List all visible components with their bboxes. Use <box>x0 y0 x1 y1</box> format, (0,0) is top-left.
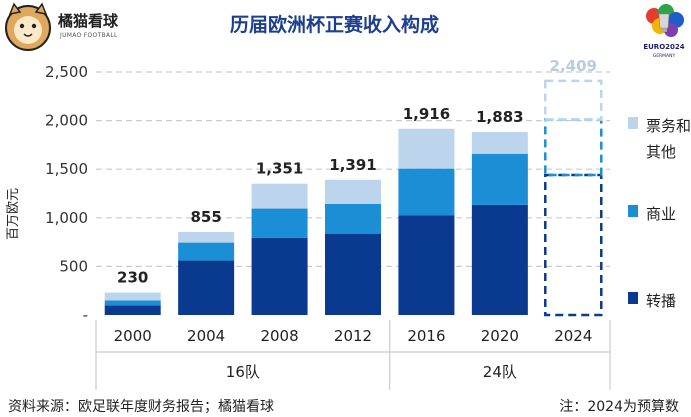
euro-logo-line2: GERMANY <box>653 53 676 59</box>
brand-name: 橘猫看球 <box>58 12 119 30</box>
footer-source: 资料来源：欧足联年度财务报告；橘猫看球 <box>8 399 274 415</box>
euro-logo-line1: EURO2024 <box>643 43 684 51</box>
bar-total-label: 1,916 <box>403 105 450 123</box>
x-tick-label: 2020 <box>481 327 519 345</box>
euro2024-logo: EURO2024 GERMANY <box>643 4 685 59</box>
x-tick-label: 2024 <box>554 327 592 345</box>
bar-total-label: 2,409 <box>550 57 597 75</box>
legend-label-commercial: 商业 <box>646 205 677 223</box>
bar-segment <box>325 203 381 234</box>
x-tick-label: 2012 <box>334 327 372 345</box>
legend-item-commercial: 商业 <box>628 201 676 227</box>
legend-label-tickets: 票务和 其他 <box>646 117 691 161</box>
bar-total-label: 1,391 <box>329 156 376 174</box>
bar-segment <box>178 231 235 243</box>
y-tick-label: 1,000 <box>45 209 88 227</box>
bar-segment <box>398 128 455 169</box>
euro2024-trophy-icon <box>646 4 684 37</box>
bar-segment <box>178 242 235 261</box>
x-tick-label: 2004 <box>187 327 225 345</box>
bar-segment <box>251 183 308 209</box>
legend-swatch-broadcast <box>628 292 638 304</box>
footer-note: 注：2024为预算数 <box>559 399 679 415</box>
bar-segment <box>325 179 381 204</box>
bar-segment <box>104 305 161 315</box>
bar-segment-forecast <box>544 173 603 317</box>
y-tick-label: - <box>83 306 88 324</box>
y-tick-label: 2,500 <box>45 63 88 81</box>
legend-swatch-commercial <box>628 205 638 217</box>
x-tick-label: 2000 <box>114 327 152 345</box>
bar-segment <box>104 300 161 306</box>
bar-segment <box>471 153 528 205</box>
bar-segment <box>178 260 235 315</box>
legend-item-broadcast: 转播 <box>628 288 676 314</box>
bar-segment <box>251 237 308 315</box>
bar-segment <box>251 208 308 238</box>
bar-segment-forecast <box>544 118 603 177</box>
bar-segment <box>398 168 455 216</box>
group-label: 24队 <box>483 363 517 381</box>
x-tick-label: 2016 <box>407 327 445 345</box>
y-axis-label: 百万欧元 <box>6 187 21 240</box>
bar-total-label: 855 <box>190 208 221 226</box>
bar-segment <box>471 131 528 154</box>
group-label: 16队 <box>226 363 260 381</box>
bar-segment <box>104 292 161 301</box>
bar-segment <box>471 204 528 315</box>
bar-total-label: 1,351 <box>256 160 303 178</box>
cat-mascot-icon <box>5 2 51 51</box>
y-tick-label: 500 <box>59 257 88 275</box>
bar-segment <box>398 215 455 315</box>
y-tick-label: 2,000 <box>45 112 88 130</box>
legend-label-broadcast: 转播 <box>646 292 677 310</box>
brand-subtitle: JUMAO FOOTBALL <box>60 32 118 39</box>
bar-total-label: 230 <box>117 269 148 287</box>
legend-item-tickets: 票务和 其他 <box>628 113 691 165</box>
legend-swatch-tickets <box>628 117 638 129</box>
bar-total-label: 1,883 <box>476 108 523 126</box>
bar-segment <box>325 233 381 315</box>
x-tick-label: 2008 <box>260 327 298 345</box>
bar-segment-forecast <box>544 79 603 121</box>
chart-title: 历届欧洲杯正赛收入构成 <box>230 14 440 36</box>
y-tick-label: 1,500 <box>45 160 88 178</box>
